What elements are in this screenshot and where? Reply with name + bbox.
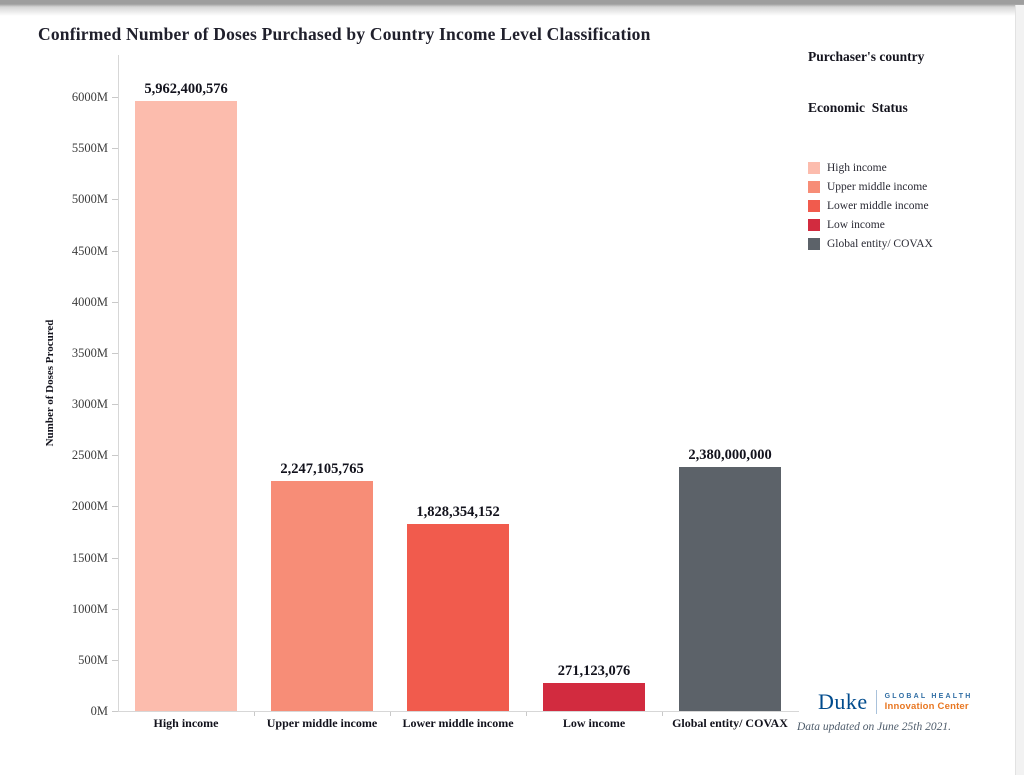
y-tick-label-4000m: 4000M <box>71 294 108 309</box>
legend-title-line1: Purchaser's country <box>808 49 925 64</box>
x-axis-label-upper-middle-income: Upper middle income <box>266 716 378 730</box>
y-tick-label-0m: 0M <box>90 704 108 718</box>
y-tick-label-3500m: 3500M <box>71 345 108 360</box>
y-tick-mark <box>112 250 118 252</box>
y-tick-mark <box>112 352 118 354</box>
x-tick-mark <box>390 712 391 716</box>
x-axis-label-lower-middle-income: Lower middle income <box>402 716 514 730</box>
y-tick-label-6000m: 6000M <box>71 90 108 104</box>
legend-item-high-income[interactable]: High income <box>808 158 1018 177</box>
y-tick-mark <box>112 97 118 98</box>
legend-item-label: Low income <box>827 218 885 231</box>
bar-value-label: 2,247,105,765 <box>280 461 364 478</box>
y-tick-label-5500m: 5500M <box>71 141 108 156</box>
bar-value-label: 2,380,000,000 <box>688 447 772 464</box>
x-axis-label-global-entity-covax: Global entity/ COVAX <box>672 716 788 730</box>
y-tick-label-500m: 500M <box>78 652 108 667</box>
legend-title-line2: Economic Status <box>808 100 908 115</box>
y-axis-title: Number of Doses Procured <box>44 319 56 447</box>
bar-upper-middle-income[interactable] <box>271 481 373 711</box>
x-tick-mark <box>254 712 255 716</box>
x-tick-mark <box>526 712 527 716</box>
legend-item-global-entity-covax[interactable]: Global entity/ COVAX <box>808 234 1018 253</box>
y-tick-label-1000m: 1000M <box>71 601 108 616</box>
duke-wordmark: Duke <box>818 689 868 714</box>
bar-global-entity-covax[interactable] <box>679 467 781 711</box>
legend-swatch-icon <box>808 180 820 193</box>
logo-innovation-center: Innovation Center <box>884 701 969 712</box>
legend-swatch-icon <box>808 218 820 231</box>
legend-item-label: Lower middle income <box>827 199 929 212</box>
legend-item-low-income[interactable]: Low income <box>808 215 1018 234</box>
legend-item-label: High income <box>827 161 887 174</box>
legend-items: High income Upper middle income Lower midd… <box>808 158 1018 253</box>
vertical-scrollbar[interactable] <box>1015 5 1024 775</box>
logo-divider <box>875 690 877 714</box>
y-tick-mark <box>112 199 118 201</box>
bar-high-income[interactable] <box>135 100 237 711</box>
legend-item-lower-middle-income[interactable]: Lower middle income <box>808 196 1018 215</box>
window-top-strip <box>0 0 1024 18</box>
x-axis-label-low-income: Low income <box>562 716 626 730</box>
y-tick-label-3000m: 3000M <box>71 397 108 411</box>
y-tick-label-2000m: 2000M <box>71 499 108 514</box>
y-tick-mark <box>112 455 118 457</box>
y-tick-label-4500m: 4500M <box>71 243 108 258</box>
y-tick-label-5000m: 5000M <box>71 192 108 207</box>
y-tick-mark <box>112 301 118 303</box>
y-tick-mark <box>112 659 118 661</box>
bar-low-income[interactable] <box>543 683 645 711</box>
legend-item-upper-middle-income[interactable]: Upper middle income <box>808 177 1018 196</box>
legend-swatch-icon <box>808 237 820 250</box>
x-tick-mark <box>662 712 663 716</box>
duke-logo: Duke GLOBAL HEALTH Innovation Center <box>818 690 973 714</box>
bar-value-label: 271,123,076 <box>557 663 631 680</box>
y-tick-mark <box>112 711 118 712</box>
legend-title: Purchaser's country Economic Status <box>808 14 1018 150</box>
legend-item-label: Upper middle income <box>827 180 928 193</box>
legend-swatch-icon <box>808 199 820 212</box>
y-tick-label-2500m: 2500M <box>71 448 108 463</box>
legend: Purchaser's country Economic Status High… <box>808 14 1018 253</box>
bar-value-label: 1,828,354,152 <box>416 503 500 520</box>
data-updated-caption: Data updated on June 25th 2021. <box>797 721 951 733</box>
y-tick-mark <box>112 148 118 150</box>
y-tick-label-1500m: 1500M <box>71 550 108 565</box>
y-tick-mark <box>112 404 118 405</box>
legend-swatch-icon <box>808 161 820 174</box>
bar-value-label: 5,962,400,576 <box>144 80 228 97</box>
logo-global-health: GLOBAL HEALTH <box>884 693 973 700</box>
y-tick-mark <box>112 557 118 559</box>
bar-lower-middle-income[interactable] <box>407 523 509 711</box>
y-tick-mark <box>112 608 118 610</box>
plot-area <box>118 55 799 712</box>
logo-subtitle: GLOBAL HEALTH Innovation Center <box>885 692 973 712</box>
legend-item-label: Global entity/ COVAX <box>827 237 933 250</box>
x-axis-label-high-income: High income <box>153 716 219 730</box>
y-tick-mark <box>112 506 118 508</box>
chart-title: Confirmed Number of Doses Purchased by C… <box>38 24 651 44</box>
